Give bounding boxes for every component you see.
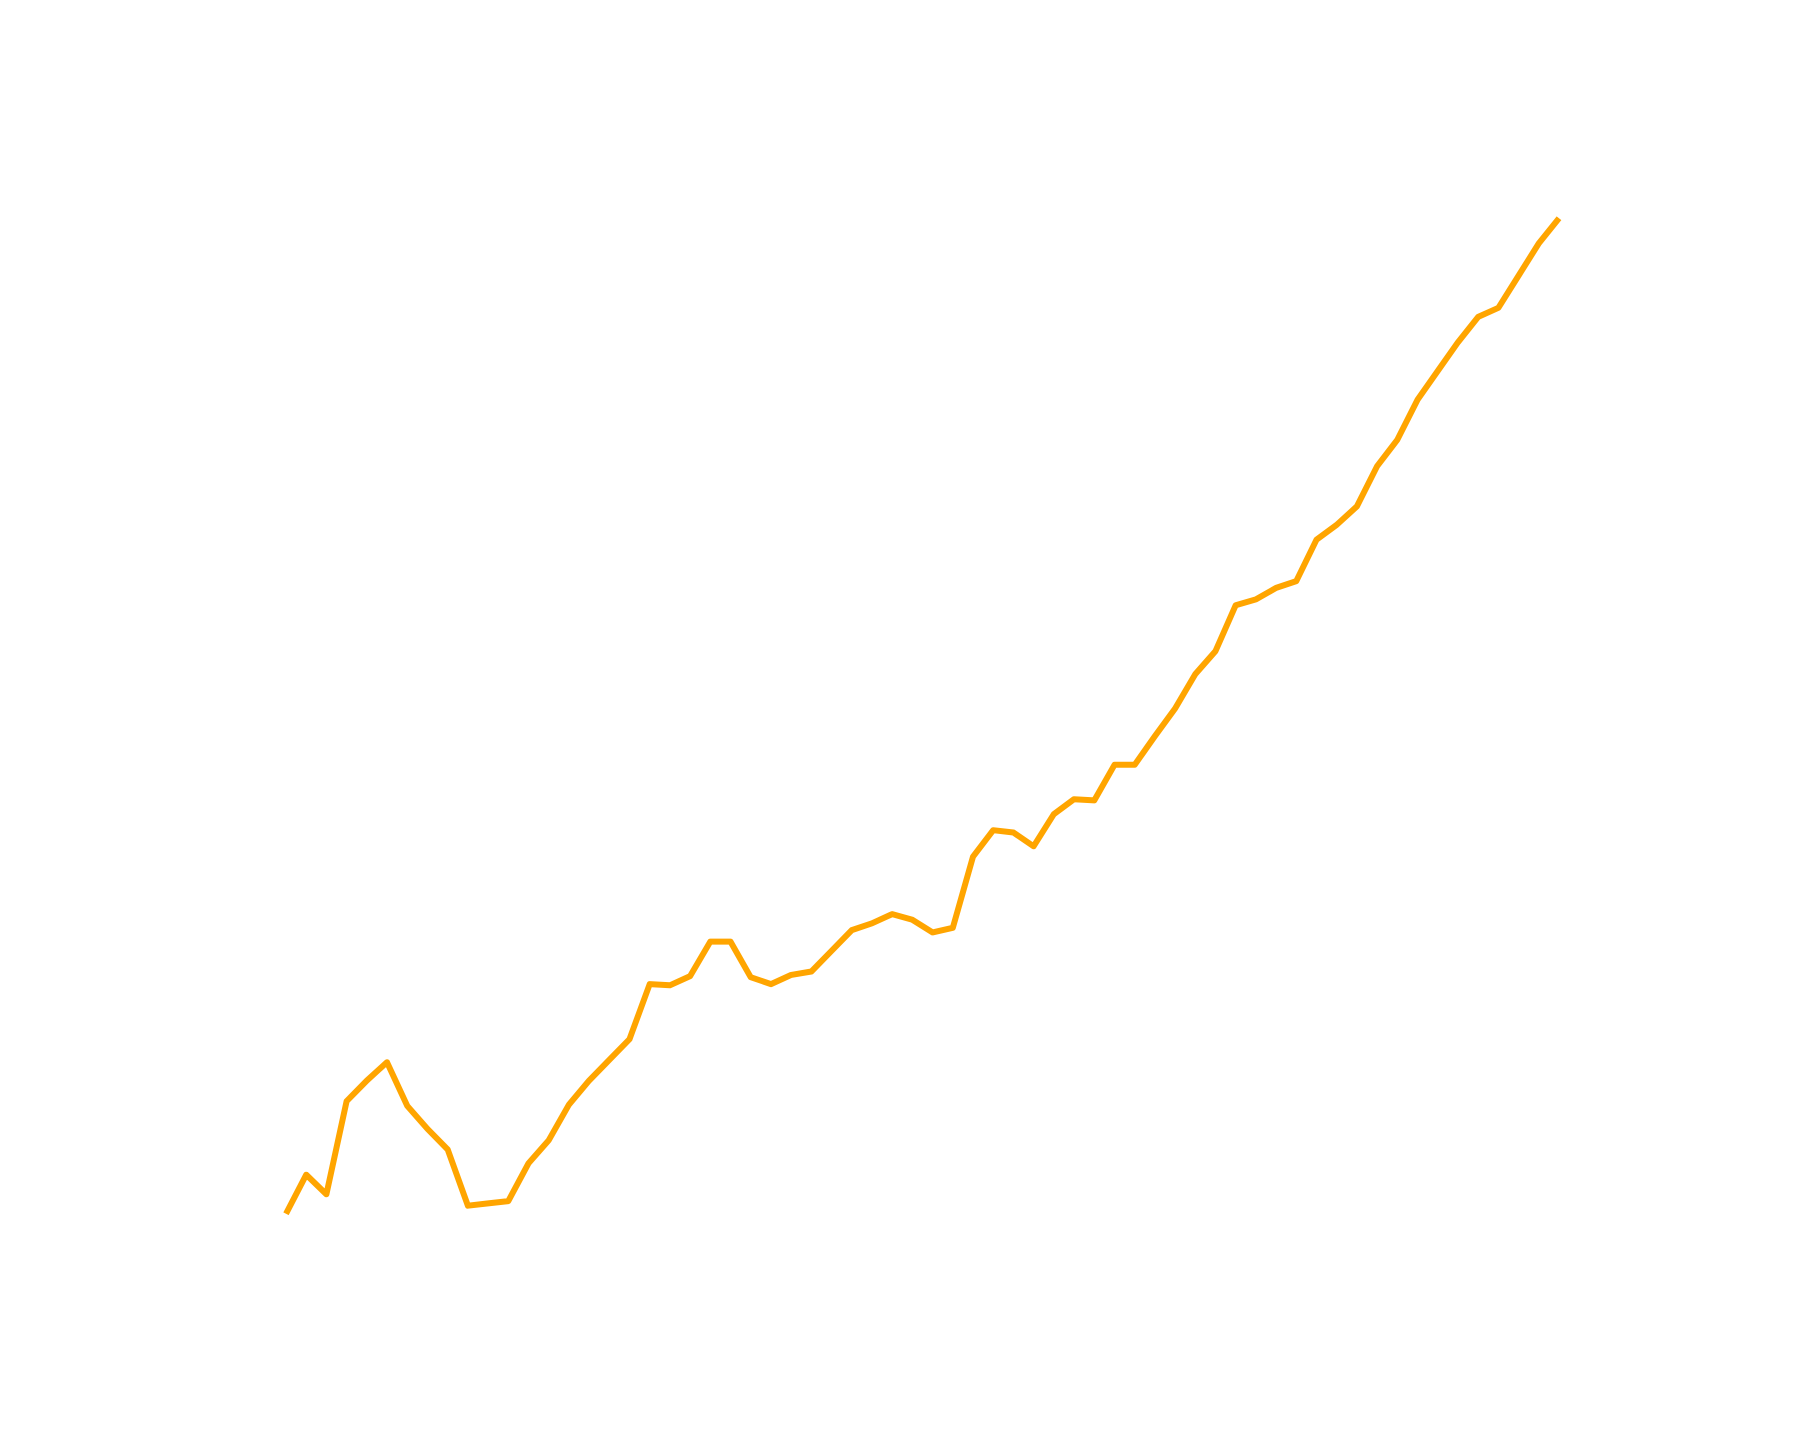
data-line <box>283 216 1562 1216</box>
